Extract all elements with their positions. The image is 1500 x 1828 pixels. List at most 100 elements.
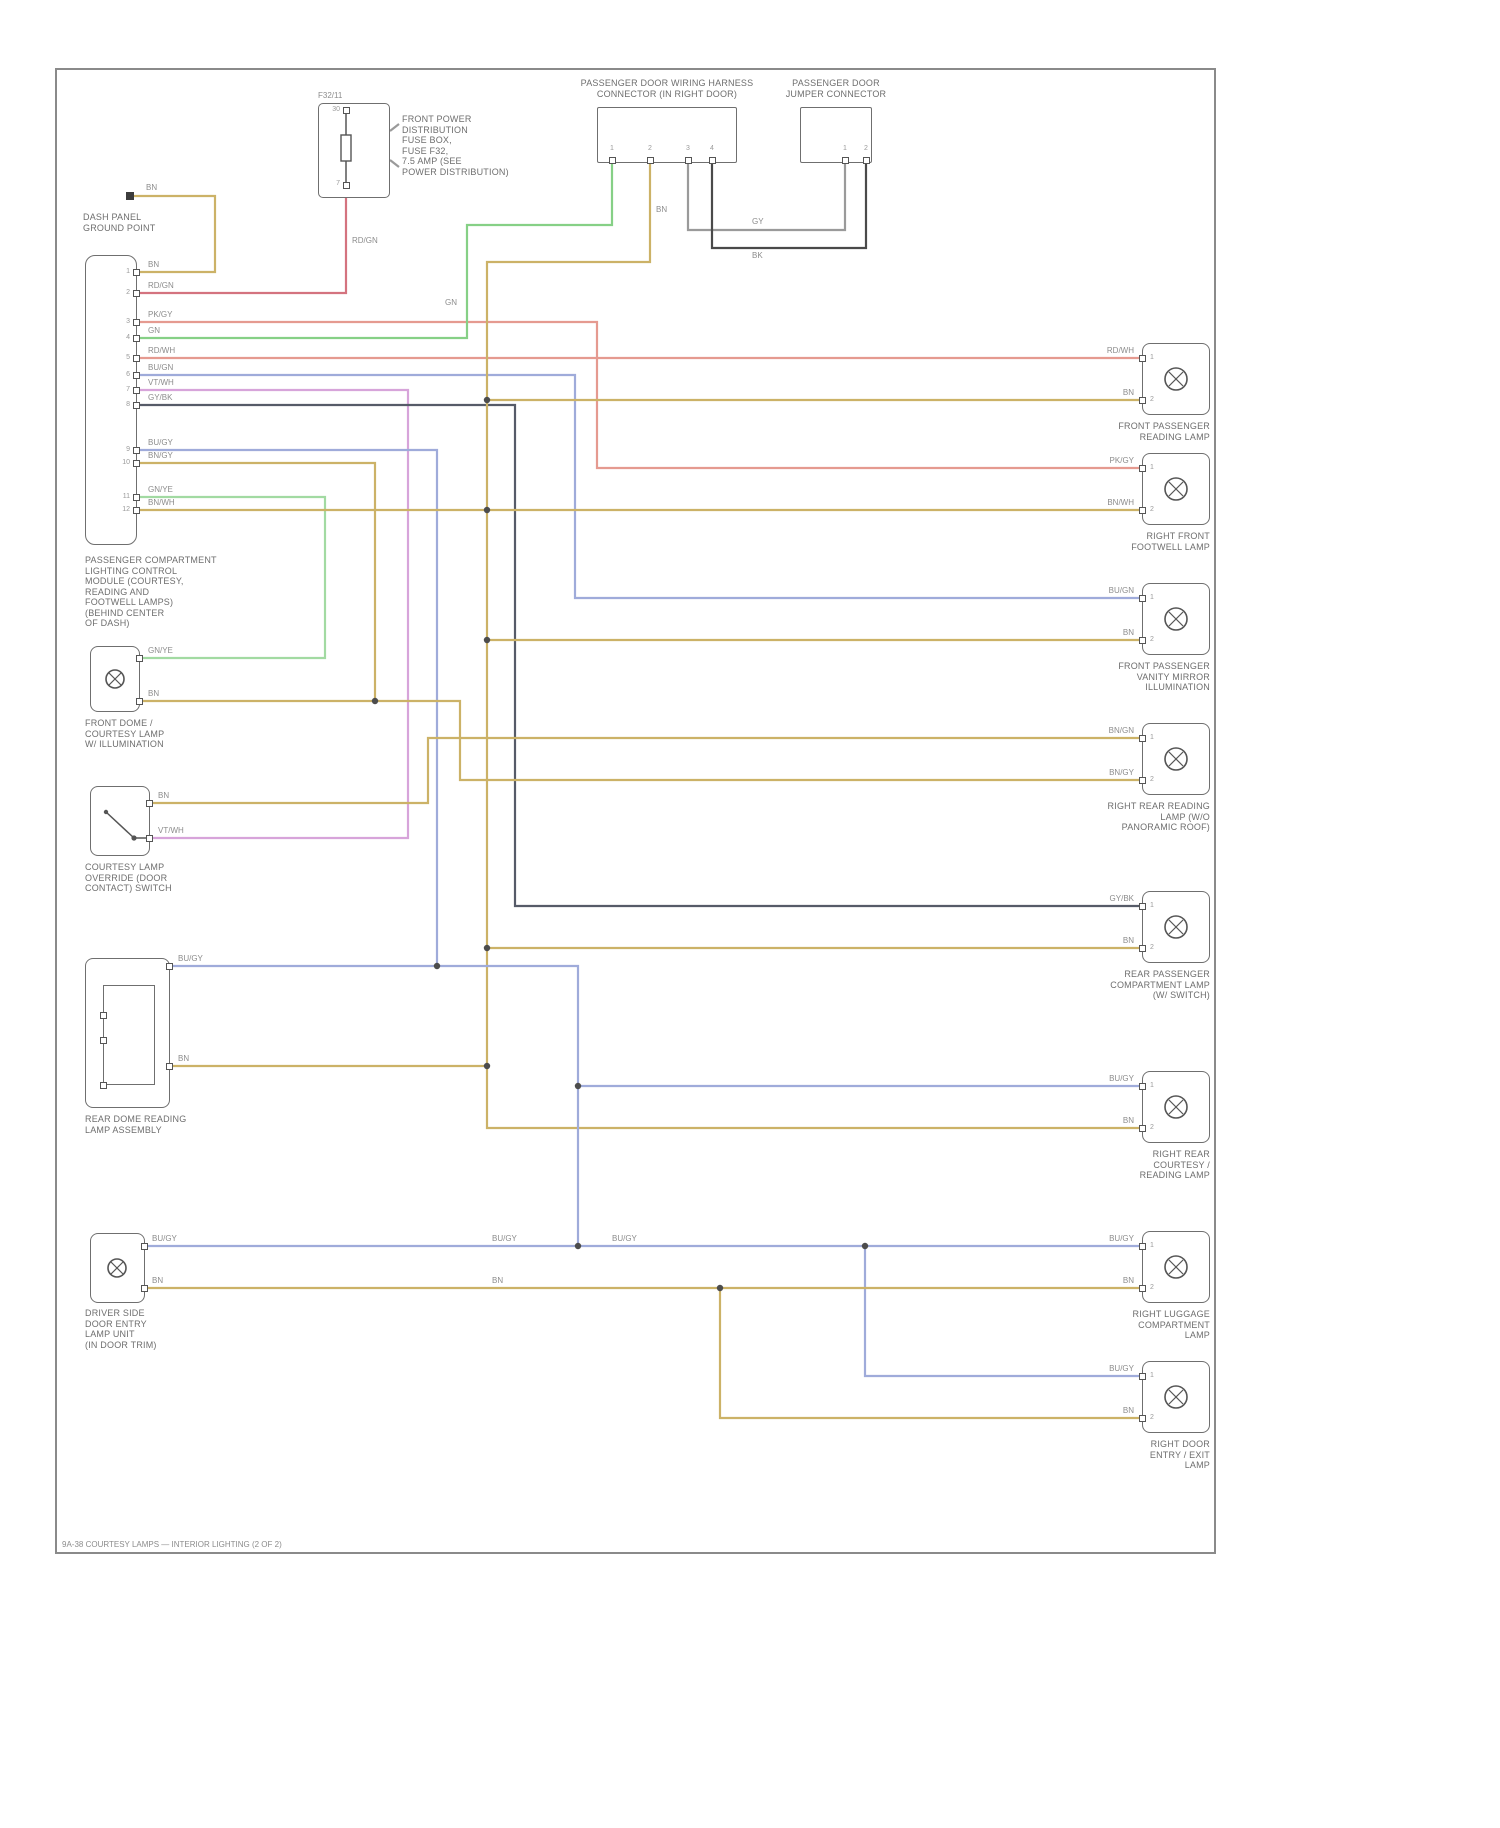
lamp-pin-num: 2 (1150, 944, 1154, 951)
pin-square (647, 157, 654, 164)
wire-code: PK/GY (1109, 456, 1134, 465)
pin-square (343, 107, 350, 114)
pin-square (1139, 397, 1146, 404)
junction-dot (861, 1242, 869, 1250)
lamp-pin-num: 2 (1150, 1124, 1154, 1131)
pin-square (709, 157, 716, 164)
pin-square (1139, 637, 1146, 644)
lamp-pin-num: 2 (1150, 506, 1154, 513)
wire-module-to-rear-dome-branch (140, 448, 439, 966)
wire-code: BU/GY (1109, 1364, 1134, 1373)
lamp-pin-num: 1 (1150, 354, 1154, 361)
pin-square (1139, 735, 1146, 742)
pin-square (146, 800, 153, 807)
lamp-label: RIGHT LUGGAGE COMPARTMENT LAMP (1132, 1309, 1210, 1340)
wire-code: BN (152, 1276, 164, 1285)
wire-code: BN (178, 1054, 190, 1063)
lamp-pin-num: 1 (1150, 1242, 1154, 1249)
pin-square (343, 182, 350, 189)
pin-square (133, 387, 140, 394)
pin-square (133, 335, 140, 342)
wire-code: BN (148, 689, 160, 698)
wire-code: BN (1122, 936, 1134, 945)
bulb-icon (1164, 747, 1188, 771)
pin-square (136, 655, 143, 662)
junction-dot (483, 396, 491, 404)
pin-square (133, 372, 140, 379)
wire-module-to-dome-return (140, 461, 377, 701)
module-pin-num: 10 (122, 459, 130, 466)
junction-dot (483, 944, 491, 952)
pin-square (141, 1285, 148, 1292)
wire-code: RD/WH (1106, 346, 1134, 355)
bulb-icon (1164, 1385, 1188, 1409)
wire-dome-to-rear-reading-lamp (375, 699, 1140, 782)
pin-square (133, 460, 140, 467)
module-pin-num: 12 (122, 506, 130, 513)
wire-code: VT/WH (148, 378, 174, 387)
pin-square (1139, 507, 1146, 514)
lamp-pin-num: 1 (1150, 594, 1154, 601)
wire-code: GN/YE (148, 485, 173, 494)
wire-code: BU/GY (492, 1234, 517, 1243)
connector-b-title: PASSENGER DOOR JUMPER CONNECTOR (785, 78, 887, 99)
ground-label: DASH PANEL GROUND POINT (83, 212, 156, 233)
pin-square (133, 355, 140, 362)
pin-square (166, 1063, 173, 1070)
pin-square (133, 269, 140, 276)
lamp-label: FRONT PASSENGER READING LAMP (1118, 421, 1210, 442)
module-pin-num: 3 (126, 318, 130, 325)
wire-module-to-footwell-lamp (140, 320, 1140, 470)
wire-code: BU/GY (612, 1234, 637, 1243)
connector-a-pin: 3 (686, 145, 690, 152)
pin-square (1139, 945, 1146, 952)
wire-code: BN/GY (148, 451, 173, 460)
rear-dome-label: REAR DOME READING LAMP ASSEMBLY (85, 1114, 187, 1135)
pin-square (1139, 465, 1146, 472)
lamp-pin-num: 2 (1150, 1414, 1154, 1421)
junction-dot (371, 697, 379, 705)
bulb-icon (105, 669, 125, 689)
bulb-icon (1164, 915, 1188, 939)
pin-square (100, 1082, 107, 1089)
lamp-pin-num: 2 (1150, 776, 1154, 783)
connector-b-pin: 1 (843, 145, 847, 152)
pin-square (1139, 355, 1146, 362)
pin-square (1139, 903, 1146, 910)
wire-code: GN (445, 298, 457, 307)
connector-a-title: PASSENGER DOOR WIRING HARNESS CONNECTOR (… (580, 78, 754, 99)
lamp-label: FRONT PASSENGER VANITY MIRROR ILLUMINATION (1118, 661, 1210, 692)
wire-code: RD/GN (352, 236, 378, 245)
module-pin-num: 6 (126, 371, 130, 378)
override-switch-box (90, 786, 150, 856)
ground-point-icon (126, 192, 134, 200)
wire-ground-to-module (133, 194, 217, 274)
override-switch-label: COURTESY LAMP OVERRIDE (DOOR CONTACT) SWIT… (85, 862, 172, 893)
pin-square (166, 963, 173, 970)
module-pin-num: 1 (126, 268, 130, 275)
pin-square (146, 835, 153, 842)
diagram-frame (55, 68, 1216, 1554)
module-pin-num: 5 (126, 354, 130, 361)
wire-code: BN (1122, 1116, 1134, 1125)
wire-code: PK/GY (148, 310, 173, 319)
junction-dot (483, 506, 491, 514)
wire-code: BK (752, 251, 763, 260)
connector-a-pin: 1 (610, 145, 614, 152)
lamp-label: RIGHT FRONT FOOTWELL LAMP (1131, 531, 1210, 552)
wire-code: BU/GY (1109, 1074, 1134, 1083)
connector-b-pin: 2 (864, 145, 868, 152)
module-pin-num: 4 (126, 334, 130, 341)
lamp-pin-num: 1 (1150, 1372, 1154, 1379)
lamp-label: RIGHT REAR READING LAMP (W/O PANORAMIC ROO… (1107, 801, 1210, 832)
pin-square (133, 402, 140, 409)
wire-ground-bus (485, 161, 1140, 1130)
module-pin-num: 7 (126, 386, 130, 393)
wire-code: GY/BK (1109, 894, 1134, 903)
pin-square (863, 157, 870, 164)
lamp-pin-num: 1 (1150, 902, 1154, 909)
wire-code: BU/GN (148, 363, 174, 372)
wire-branch-exit-return (718, 1288, 1140, 1420)
connector-a-pin: 2 (648, 145, 652, 152)
